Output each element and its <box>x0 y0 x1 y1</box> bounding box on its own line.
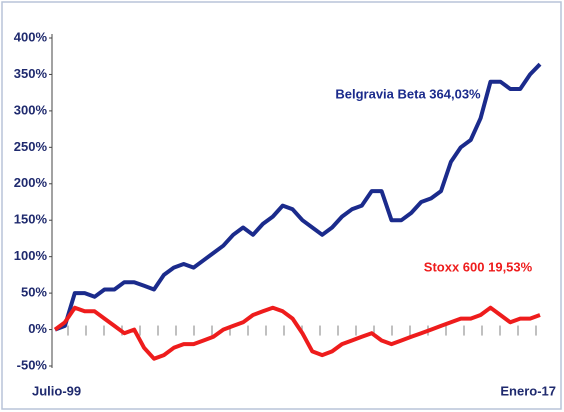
y-tick-label: 200% <box>14 175 48 190</box>
y-tick-label: -50% <box>17 357 48 372</box>
y-tick-label: 350% <box>14 66 48 81</box>
x-tick-label: Enero-17 <box>500 383 556 398</box>
y-tick-label: 50% <box>21 285 47 300</box>
series-line <box>53 305 541 361</box>
y-tick-label: 250% <box>14 139 48 154</box>
y-tick-label: 0% <box>28 321 47 336</box>
y-tick-label: 100% <box>14 248 48 263</box>
y-tick-label: 150% <box>14 212 48 227</box>
series-label: Stoxx 600 19,53% <box>424 259 533 274</box>
series-line <box>54 62 542 332</box>
x-tick-label: Julio-99 <box>32 383 81 398</box>
series-label: Belgravia Beta 364,03% <box>335 86 481 101</box>
y-tick-label: 300% <box>14 102 48 117</box>
y-tick-label: 400% <box>14 29 48 44</box>
